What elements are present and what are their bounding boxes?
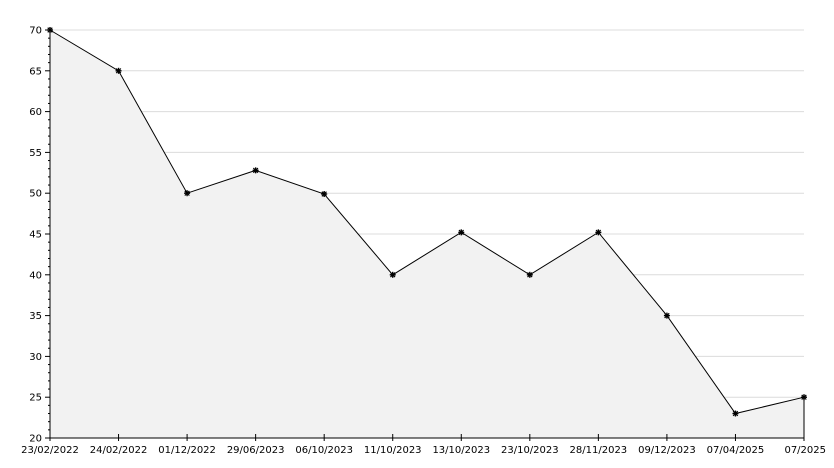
x-tick-label: 23/02/2022 xyxy=(21,445,79,456)
data-point xyxy=(252,167,259,174)
data-point xyxy=(732,410,739,417)
series-line xyxy=(49,29,805,415)
data-point xyxy=(389,271,396,278)
x-tick-label: 01/12/2022 xyxy=(158,445,216,456)
data-point xyxy=(801,394,807,401)
x-tick-label: 29/06/2023 xyxy=(227,445,285,456)
area-fill xyxy=(50,30,804,438)
y-tick-label: 60 xyxy=(29,107,42,118)
y-tick-label: 30 xyxy=(29,352,42,363)
data-point xyxy=(458,229,465,236)
x-tick-label: 07/04/2025 xyxy=(707,445,765,456)
y-tick-label: 20 xyxy=(29,434,42,445)
x-tick-label: 24/02/2022 xyxy=(90,445,148,456)
x-tick-label: 06/10/2023 xyxy=(295,445,353,456)
y-ticks: 20 25 30 35 40 45 50 55 60 65 70 xyxy=(29,26,50,445)
data-point xyxy=(526,271,533,278)
x-tick-label: 13/10/2023 xyxy=(432,445,490,456)
y-tick-label: 40 xyxy=(29,270,42,281)
x-tick-label: 28/11/2023 xyxy=(570,445,628,456)
x-tick-label: 07/2025 xyxy=(784,445,826,456)
y-tick-label: 25 xyxy=(29,393,42,404)
data-point xyxy=(663,312,670,319)
x-tick-label: 11/10/2023 xyxy=(364,445,422,456)
data-point xyxy=(184,190,191,197)
y-tick-label: 65 xyxy=(29,66,42,77)
y-tick-label: 70 xyxy=(29,26,42,37)
data-point xyxy=(115,67,122,74)
x-tick-label: 09/12/2023 xyxy=(638,445,696,456)
y-tick-label: 55 xyxy=(29,148,42,159)
data-point xyxy=(321,191,328,198)
x-tick-label: 23/10/2023 xyxy=(501,445,559,456)
y-tick-label: 35 xyxy=(29,311,42,322)
y-tick-label: 45 xyxy=(29,230,42,241)
y-tick-label: 50 xyxy=(29,189,42,200)
x-ticks: 23/02/2022 24/02/2022 01/12/2022 29/06/2023… xyxy=(21,434,826,456)
data-point xyxy=(595,229,602,236)
